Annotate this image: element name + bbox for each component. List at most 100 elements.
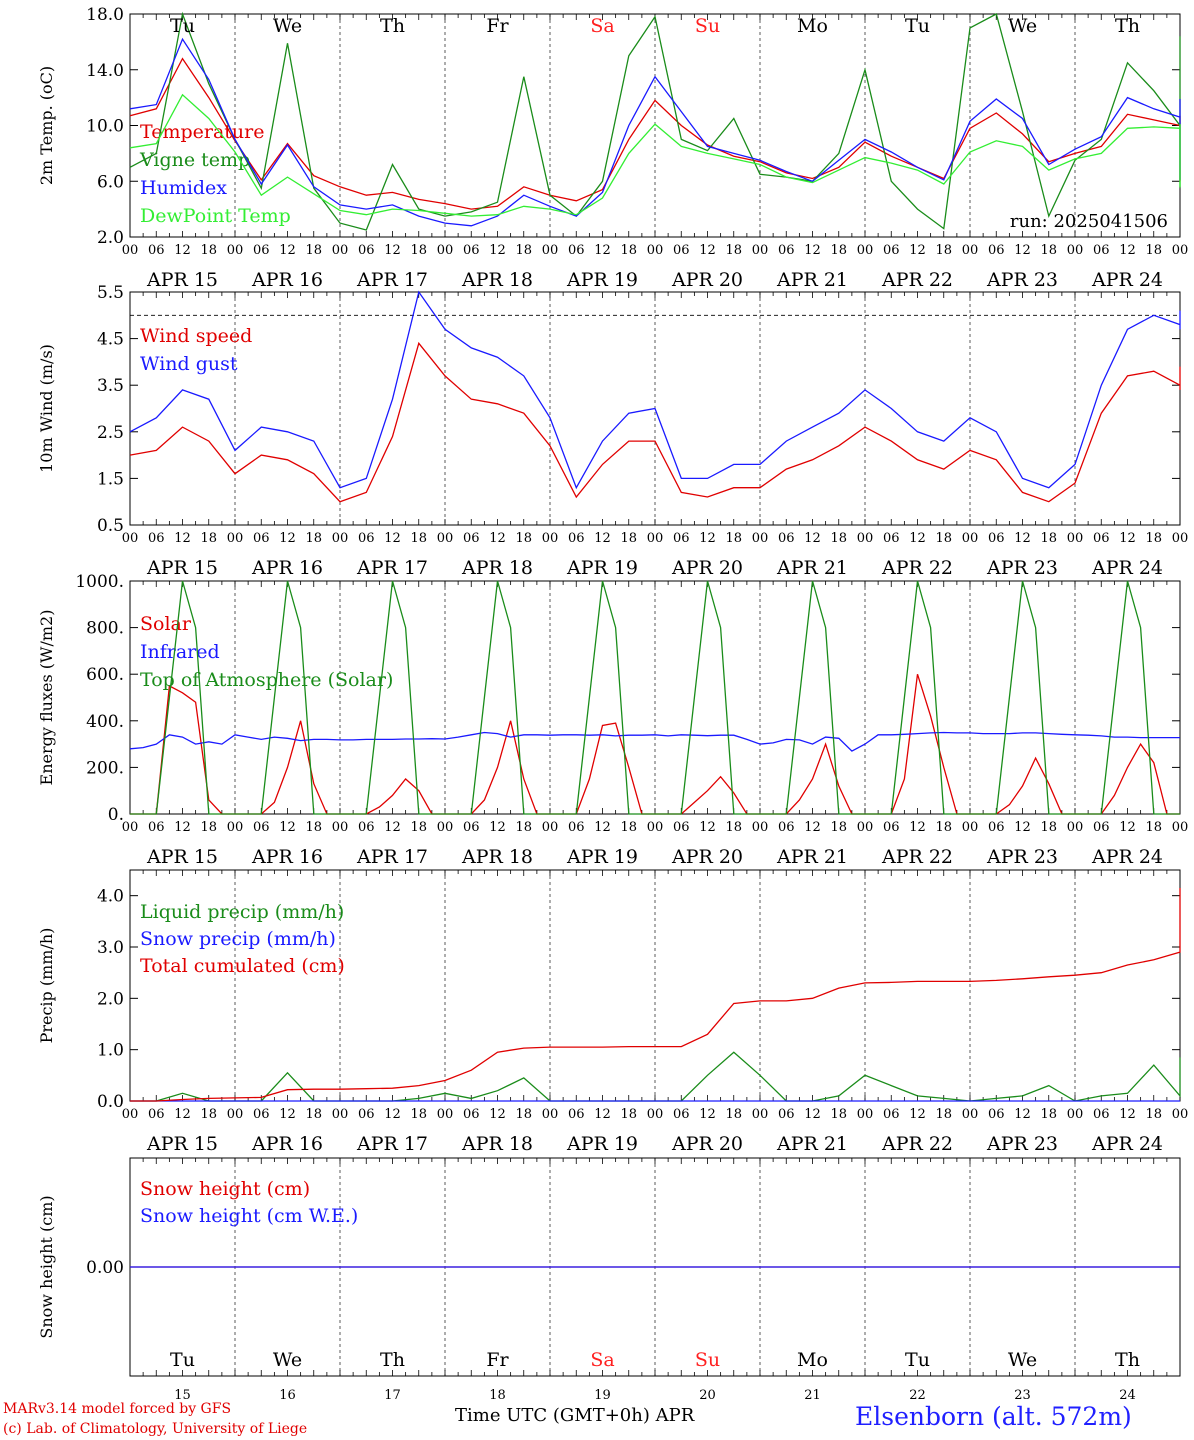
- hour-tick-label: 00: [647, 243, 664, 258]
- hour-tick-label: 12: [1119, 1107, 1136, 1122]
- hour-tick-label: 00: [962, 820, 979, 835]
- hour-tick-label: 12: [699, 243, 716, 258]
- hour-tick-label: 12: [1119, 243, 1136, 258]
- hour-tick-label: 06: [463, 531, 480, 546]
- hour-tick-label: 18: [620, 1107, 637, 1122]
- hour-tick-label: 18: [305, 1107, 322, 1122]
- hour-tick-label: 00: [542, 1107, 559, 1122]
- hour-tick-label: 18: [620, 531, 637, 546]
- legend-entry: Liquid precip (mm/h): [140, 901, 344, 923]
- date-label: APR 20: [671, 557, 743, 579]
- day-number-label: 23: [1014, 1388, 1031, 1403]
- hour-tick-label: 12: [594, 1107, 611, 1122]
- y-tick-label: 2.0: [97, 228, 124, 248]
- date-label: APR 24: [1091, 846, 1163, 868]
- y-tick-label: 2.5: [97, 423, 124, 443]
- date-label: APR 22: [881, 1133, 953, 1155]
- date-label: APR 23: [986, 557, 1058, 579]
- hour-tick-label: 18: [830, 820, 847, 835]
- y-tick-label: 4.5: [97, 330, 124, 350]
- legend-entry: Snow height (cm): [140, 1178, 310, 1200]
- hour-tick-label: 18: [410, 531, 427, 546]
- hour-tick-label: 12: [489, 820, 506, 835]
- hour-tick-label: 18: [935, 1107, 952, 1122]
- hour-tick-label: 06: [778, 820, 795, 835]
- weekday-label: Th: [380, 1349, 405, 1371]
- weekday-label: Th: [1115, 1349, 1140, 1371]
- date-label: APR 21: [776, 557, 848, 579]
- weekday-label: Tu: [905, 15, 930, 37]
- hour-tick-label: 12: [174, 1107, 191, 1122]
- hour-tick-label: 06: [1093, 820, 1110, 835]
- day-number-label: 19: [594, 1388, 611, 1403]
- hour-tick-label: 00: [122, 531, 139, 546]
- date-label: APR 20: [671, 846, 743, 868]
- hour-tick-label: 18: [200, 1107, 217, 1122]
- hour-tick-label: 06: [988, 243, 1005, 258]
- hour-tick-label: 18: [1040, 1107, 1057, 1122]
- weekday-label: Tu: [170, 1349, 195, 1371]
- hour-tick-label: 00: [962, 1107, 979, 1122]
- legend-entry: Snow height (cm W.E.): [140, 1205, 358, 1227]
- weekday-label: Th: [380, 15, 405, 37]
- hour-tick-label: 18: [515, 820, 532, 835]
- hour-tick-label: 12: [384, 531, 401, 546]
- weekday-label: Tu: [905, 1349, 930, 1371]
- day-number-label: 18: [489, 1388, 506, 1403]
- hour-tick-label: 06: [673, 243, 690, 258]
- date-label: APR 22: [881, 557, 953, 579]
- legend-entry: Infrared: [140, 641, 220, 663]
- hour-tick-label: 06: [358, 820, 375, 835]
- y-tick-label: 18.0: [86, 5, 124, 25]
- y-tick-label: 10.0: [86, 117, 124, 137]
- hour-tick-label: 06: [358, 1107, 375, 1122]
- y-axis-label: 10m Wind (m/s): [37, 344, 56, 473]
- day-number-label: 17: [384, 1388, 401, 1403]
- hour-tick-label: 12: [384, 1107, 401, 1122]
- hour-tick-label: 18: [1145, 820, 1162, 835]
- hour-tick-label: 06: [253, 820, 270, 835]
- hour-tick-label: 00: [1067, 531, 1084, 546]
- y-axis-label: Precip (mm/h): [37, 928, 56, 1044]
- hour-tick-label: 12: [279, 531, 296, 546]
- hour-tick-label: 06: [148, 1107, 165, 1122]
- station-name: Elsenborn (alt. 572m): [855, 1402, 1132, 1431]
- date-label: APR 19: [566, 557, 638, 579]
- hour-tick-label: 12: [804, 243, 821, 258]
- hour-tick-label: 06: [358, 531, 375, 546]
- panel-frame: [129, 13, 1181, 238]
- hour-tick-label: 06: [883, 243, 900, 258]
- date-label: APR 21: [776, 846, 848, 868]
- hour-tick-label: 00: [647, 1107, 664, 1122]
- hour-tick-label: 12: [489, 1107, 506, 1122]
- weekday-label: Mo: [797, 15, 828, 37]
- hour-tick-label: 00: [437, 531, 454, 546]
- hour-tick-label: 18: [935, 243, 952, 258]
- hour-tick-label: 06: [253, 243, 270, 258]
- y-axis-label: Energy fluxes (W/m2): [37, 610, 56, 786]
- y-tick-label: 0.: [108, 805, 124, 825]
- series-line-total-cumulated-cm-: [130, 888, 1181, 1102]
- hour-tick-label: 12: [909, 820, 926, 835]
- hour-tick-label: 06: [148, 820, 165, 835]
- hour-tick-label: 18: [1040, 820, 1057, 835]
- hour-tick-label: 06: [568, 531, 585, 546]
- weekday-label: Sa: [590, 15, 614, 37]
- hour-tick-label: 00: [332, 820, 349, 835]
- y-tick-label: 800.: [86, 619, 124, 639]
- hour-tick-label: 18: [725, 243, 742, 258]
- date-label: APR 20: [671, 269, 743, 291]
- hour-tick-label: 18: [620, 820, 637, 835]
- hour-tick-label: 06: [358, 243, 375, 258]
- hour-tick-label: 00: [122, 243, 139, 258]
- hour-tick-label: 12: [1014, 1107, 1031, 1122]
- hour-tick-label: 06: [1093, 243, 1110, 258]
- hour-tick-label: 12: [279, 243, 296, 258]
- hour-tick-label: 12: [594, 820, 611, 835]
- series-line-humidex: [129, 37, 1181, 227]
- hour-tick-label: 18: [410, 243, 427, 258]
- hour-tick-label: 06: [148, 531, 165, 546]
- hour-tick-label: 00: [1172, 820, 1189, 835]
- hour-tick-label: 06: [673, 1107, 690, 1122]
- day-number-label: 24: [1119, 1388, 1136, 1403]
